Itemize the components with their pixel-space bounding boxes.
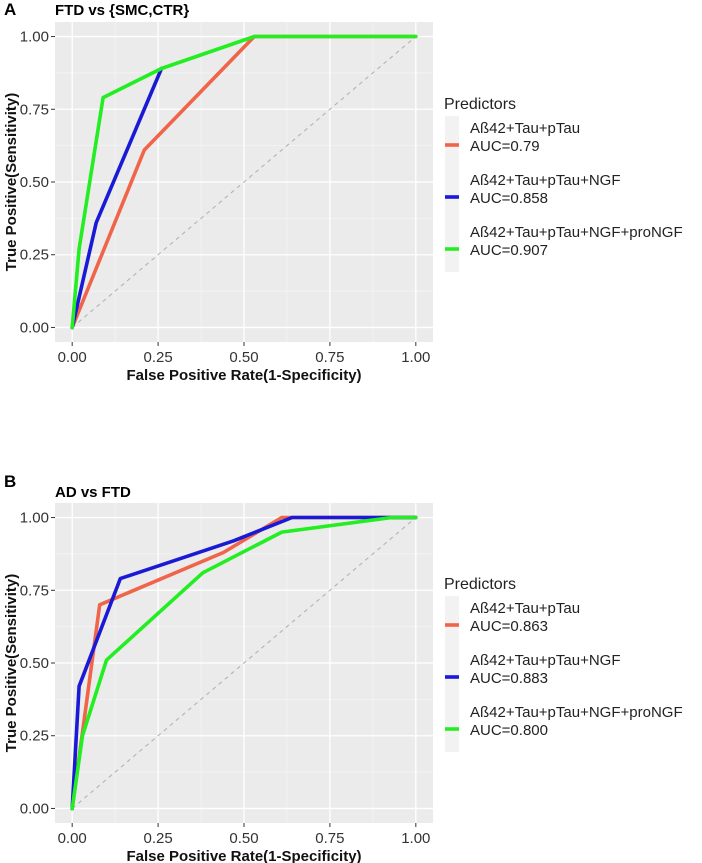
y-axis-title: True Positive(Sensitivity) <box>3 93 20 271</box>
legend-title: Predictors <box>444 96 516 113</box>
legend-key-background <box>445 116 459 272</box>
x-tick-label: 0.50 <box>229 830 258 847</box>
legend-auc-series-3: AUC=0.800 <box>470 722 548 739</box>
x-tick-label: 0.75 <box>315 830 344 847</box>
y-tick-label: 0.75 <box>20 582 49 599</box>
y-tick-label: 1.00 <box>20 510 49 527</box>
x-tick-label: 0.75 <box>315 349 344 366</box>
legend-label-series-1: Aß42+Tau+pTau <box>470 120 580 137</box>
y-axis-title: True Positive(Sensitivity) <box>3 574 20 752</box>
legend-auc-series-3: AUC=0.907 <box>470 242 548 259</box>
x-tick-label: 0.00 <box>58 830 87 847</box>
legend-auc-series-1: AUC=0.863 <box>470 618 548 635</box>
roc-curve-series-2 <box>70 515 418 811</box>
y-tick-label: 0.25 <box>20 247 49 264</box>
legend-label-series-2: Aß42+Tau+pTau+NGF <box>470 652 621 669</box>
x-axis-title: False Positive Rate(1-Specificity) <box>126 848 361 863</box>
legend-auc-series-2: AUC=0.858 <box>470 190 548 207</box>
y-tick-label: 0.00 <box>20 319 49 336</box>
roc-curve-series-3 <box>70 34 418 330</box>
x-tick-label: 0.25 <box>143 349 172 366</box>
legend-title: Predictors <box>444 576 516 593</box>
roc-curve-series-3 <box>70 515 418 811</box>
x-tick-label: 0.50 <box>229 349 258 366</box>
panel-b-plot: 0.00 0.25 0.50 0.75 1.00 0.00 0.25 0.50 0.75 1.00… <box>3 503 683 863</box>
x-tick-label: 1.00 <box>401 830 430 847</box>
x-tick-label: 1.00 <box>401 349 430 366</box>
x-tick-label: 0.00 <box>58 349 87 366</box>
y-tick-label: 0.50 <box>20 174 49 191</box>
legend-label-series-2: Aß42+Tau+pTau+NGF <box>470 172 621 189</box>
y-tick-label: 0.50 <box>20 655 49 672</box>
x-axis-title: False Positive Rate(1-Specificity) <box>126 367 361 384</box>
y-tick-label: 0.00 <box>20 800 49 817</box>
chance-diagonal <box>71 36 417 328</box>
legend-key-background <box>445 596 459 752</box>
panel-a-letter: A <box>4 0 16 19</box>
panel-a-plot: 0.00 0.25 0.50 0.75 1.00 0.00 0.25 0.50 0.75 1.00… <box>3 22 683 384</box>
panel-b-title: AD vs FTD <box>55 484 131 501</box>
y-tick-label: 1.00 <box>20 29 49 46</box>
legend-label-series-1: Aß42+Tau+pTau <box>470 600 580 617</box>
panel-b-letter: B <box>4 472 16 491</box>
y-tick-label: 0.25 <box>20 728 49 745</box>
legend-label-series-3: Aß42+Tau+pTau+NGF+proNGF <box>470 224 683 241</box>
legend-label-series-3: Aß42+Tau+pTau+NGF+proNGF <box>470 704 683 721</box>
legend-auc-series-1: AUC=0.79 <box>470 138 540 155</box>
x-tick-label: 0.25 <box>143 830 172 847</box>
chance-diagonal <box>71 517 417 809</box>
legend-auc-series-2: AUC=0.883 <box>470 670 548 687</box>
y-tick-label: 0.75 <box>20 101 49 118</box>
roc-curve-series-2 <box>70 66 164 330</box>
panel-a-title: FTD vs {SMC,CTR} <box>55 2 189 19</box>
